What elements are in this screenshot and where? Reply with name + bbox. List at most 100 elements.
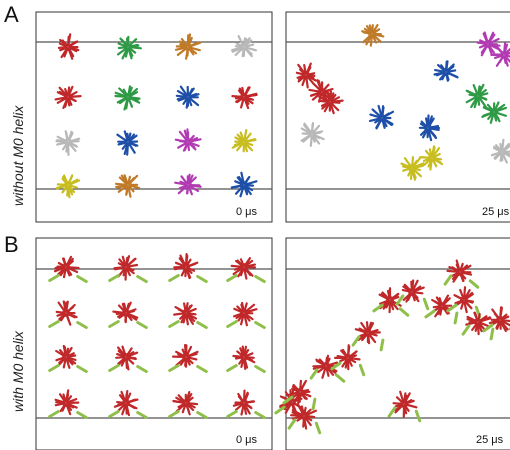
cluster-core [184,138,192,146]
row-label-without-m0: without M0 helix [10,105,26,206]
cluster-core [184,43,192,51]
cluster-core [428,154,436,162]
cluster-core [496,316,504,324]
m0-helix [48,274,60,282]
protein-cluster-b-end [290,404,317,430]
m0-helix [461,324,471,336]
m0-helix [372,303,384,313]
cluster-core [322,362,330,370]
cluster-core [64,93,72,101]
protein-cluster-a-start [231,129,257,153]
cluster-core [182,353,190,361]
panel-b-end [285,237,510,450]
protein-cluster-a-start [55,174,81,199]
cluster-core [400,400,408,408]
cluster-core [302,71,310,79]
panel-letter-a: A [4,2,19,27]
m0-helix [330,361,342,371]
cluster-core [474,318,482,326]
cluster-core [182,399,190,407]
m0-helix [468,279,480,289]
protein-cluster-b-start [55,300,78,326]
cluster-core [460,296,468,304]
protein-cluster-b-start [172,391,199,416]
m0-helix [48,320,60,328]
protein-cluster-b-start [113,390,139,417]
cluster-core [300,412,308,420]
cluster-core [308,130,316,138]
cluster-core [490,108,498,116]
protein-cluster-a-start [174,128,202,152]
cluster-core [240,353,248,361]
cluster-core [64,138,72,146]
protein-cluster-b-start [232,345,256,370]
m0-helix [443,274,453,286]
cluster-core [124,138,132,146]
protein-cluster-a-start [57,33,80,60]
cluster-core [368,30,376,38]
panel-a-end [285,11,510,223]
protein-cluster-a-start [231,86,258,110]
cluster-core [438,302,446,310]
cluster-core [124,93,132,101]
protein-cluster-a-end [418,114,440,142]
protein-cluster-b-end [465,311,492,336]
protein-cluster-b-end [378,287,402,314]
cluster-core [62,353,70,361]
cluster-core [408,164,416,172]
m0-helix [108,410,120,418]
protein-cluster-a-start [175,85,200,109]
m0-helix [136,365,148,373]
m0-helix [196,411,208,419]
m0-helix [274,405,286,415]
m0-helix [168,274,180,282]
protein-cluster-b-end [392,390,418,418]
protein-cluster-a-start [174,173,202,196]
cluster-core [500,51,508,59]
cluster-core [326,98,334,106]
cluster-core [240,263,248,271]
cluster-core [64,181,72,189]
m0-helix [226,320,238,328]
protein-cluster-a-end [295,62,317,89]
protein-cluster-b-start [232,389,256,416]
cluster-core [498,148,506,156]
cluster-core [484,40,492,48]
protein-cluster-b-end [446,259,473,283]
m0-helix [254,275,266,283]
cluster-core [344,354,352,362]
protein-cluster-a-start [114,85,141,111]
protein-cluster-a-start [54,85,82,110]
m0-helix [287,418,297,430]
m0-helix [136,411,148,419]
protein-cluster-a-start [116,35,142,60]
m0-helix [48,410,60,418]
protein-cluster-a-end [490,41,510,67]
protein-cluster-b-start [230,257,257,280]
protein-cluster-b-end [452,286,475,314]
cluster-core [456,268,464,276]
cluster-core [240,399,248,407]
protein-cluster-a-end [433,60,459,82]
cluster-core [240,93,248,101]
protein-cluster-a-end [318,90,344,115]
protein-cluster-b-start [112,301,139,324]
m0-helix [226,410,238,418]
protein-cluster-b-start [54,389,80,416]
m0-helix [108,364,120,372]
m0-helix [136,275,148,283]
row-label-with-m0: with M0 helix [10,331,26,412]
m0-helix [379,338,385,352]
m0-helix [108,274,120,282]
protein-cluster-b-start [53,255,80,279]
protein-cluster-b-start [55,344,77,369]
m0-helix [282,395,294,405]
cluster-core [364,329,372,337]
protein-cluster-a-start [231,34,257,58]
cluster-core [122,399,130,407]
cluster-core [408,288,416,296]
m0-helix [136,321,148,329]
cluster-core [122,353,130,361]
m0-helix [76,321,88,329]
protein-cluster-a-end [476,31,501,57]
